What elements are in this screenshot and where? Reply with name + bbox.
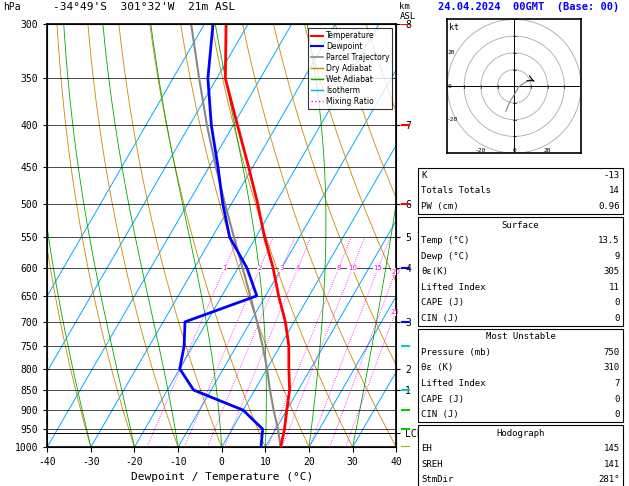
Text: 20: 20 xyxy=(391,269,400,275)
Text: 8: 8 xyxy=(337,265,341,272)
Text: 1: 1 xyxy=(222,265,226,272)
Text: 25: 25 xyxy=(391,309,400,315)
Text: 20: 20 xyxy=(447,51,455,55)
Text: Surface: Surface xyxy=(502,221,539,229)
Text: -13: -13 xyxy=(603,171,620,180)
Text: 750: 750 xyxy=(603,348,620,357)
Text: Temp (°C): Temp (°C) xyxy=(421,236,470,245)
Text: 3: 3 xyxy=(279,265,284,272)
Text: 7: 7 xyxy=(614,379,620,388)
Text: 11: 11 xyxy=(609,283,620,292)
Text: -20: -20 xyxy=(447,117,459,122)
Text: 310: 310 xyxy=(603,364,620,372)
Text: 2: 2 xyxy=(258,265,262,272)
Text: 281°: 281° xyxy=(598,475,620,484)
Bar xyxy=(418,425,623,486)
Text: hPa: hPa xyxy=(3,2,21,13)
Text: SREH: SREH xyxy=(421,460,443,469)
Text: 0: 0 xyxy=(614,410,620,419)
Text: 145: 145 xyxy=(603,444,620,453)
Text: 0: 0 xyxy=(614,298,620,307)
Bar xyxy=(418,168,623,214)
Text: km
ASL: km ASL xyxy=(399,2,416,21)
Text: 0: 0 xyxy=(614,314,620,323)
Text: 15: 15 xyxy=(374,265,382,272)
Text: Most Unstable: Most Unstable xyxy=(486,332,555,341)
Text: K: K xyxy=(421,171,427,180)
Legend: Temperature, Dewpoint, Parcel Trajectory, Dry Adiabat, Wet Adiabat, Isotherm, Mi: Temperature, Dewpoint, Parcel Trajectory… xyxy=(308,28,392,109)
Text: © weatheronline.co.uk: © weatheronline.co.uk xyxy=(467,469,571,479)
Text: 141: 141 xyxy=(603,460,620,469)
Text: 305: 305 xyxy=(603,267,620,276)
X-axis label: Dewpoint / Temperature (°C): Dewpoint / Temperature (°C) xyxy=(131,472,313,483)
Bar xyxy=(418,217,623,326)
Text: 14: 14 xyxy=(609,187,620,195)
Text: Lifted Index: Lifted Index xyxy=(421,379,486,388)
Text: 13.5: 13.5 xyxy=(598,236,620,245)
Text: CIN (J): CIN (J) xyxy=(421,314,459,323)
Text: θε (K): θε (K) xyxy=(421,364,454,372)
Text: CAPE (J): CAPE (J) xyxy=(421,395,464,403)
Bar xyxy=(418,329,623,422)
Text: 10: 10 xyxy=(348,265,357,272)
Text: kt: kt xyxy=(449,23,459,32)
Text: PW (cm): PW (cm) xyxy=(421,202,459,211)
Text: 0: 0 xyxy=(447,84,451,89)
Text: StmDir: StmDir xyxy=(421,475,454,484)
Text: 0.96: 0.96 xyxy=(598,202,620,211)
Y-axis label: Mixing Ratio (g/kg): Mixing Ratio (g/kg) xyxy=(428,180,438,292)
Text: Totals Totals: Totals Totals xyxy=(421,187,491,195)
Text: CIN (J): CIN (J) xyxy=(421,410,459,419)
Text: Hodograph: Hodograph xyxy=(496,429,545,437)
Text: 0: 0 xyxy=(513,148,516,153)
Text: CAPE (J): CAPE (J) xyxy=(421,298,464,307)
Text: θε(K): θε(K) xyxy=(421,267,448,276)
Text: 24.04.2024  00GMT  (Base: 00): 24.04.2024 00GMT (Base: 00) xyxy=(438,2,619,13)
Text: -20: -20 xyxy=(475,148,486,153)
Text: Pressure (mb): Pressure (mb) xyxy=(421,348,491,357)
Text: -34°49'S  301°32'W  21m ASL: -34°49'S 301°32'W 21m ASL xyxy=(53,2,236,13)
Text: Lifted Index: Lifted Index xyxy=(421,283,486,292)
Text: 0: 0 xyxy=(614,395,620,403)
Text: EH: EH xyxy=(421,444,432,453)
Text: 20: 20 xyxy=(544,148,552,153)
Text: 4: 4 xyxy=(296,265,300,272)
Text: Dewp (°C): Dewp (°C) xyxy=(421,252,470,260)
Text: 9: 9 xyxy=(614,252,620,260)
